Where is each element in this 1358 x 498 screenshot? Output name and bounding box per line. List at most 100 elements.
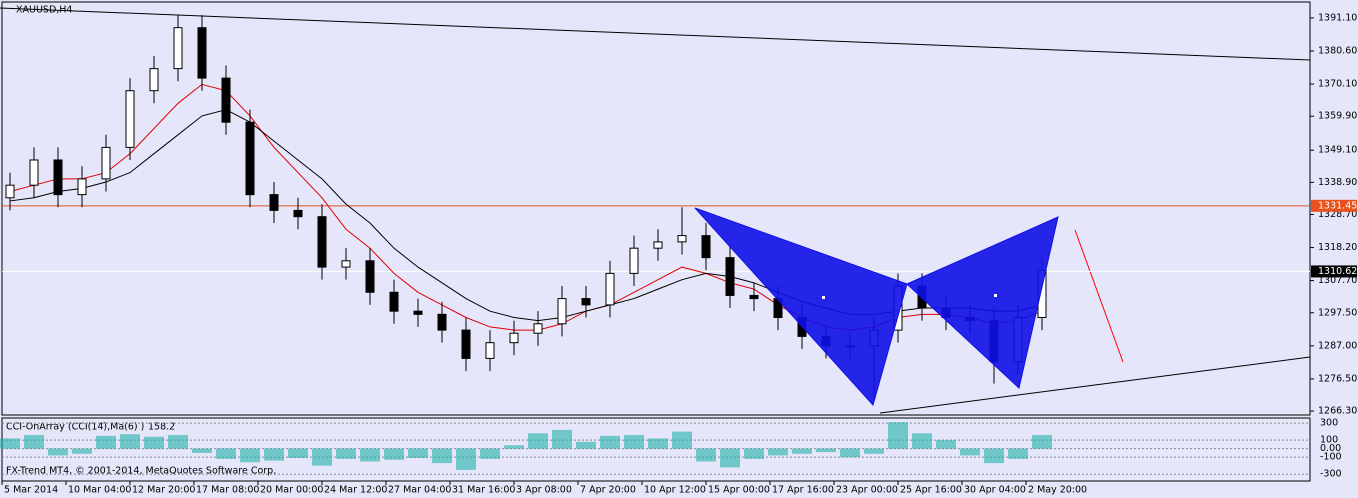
cci-bar bbox=[192, 448, 212, 453]
cci-bar bbox=[408, 448, 428, 459]
pattern-triangle bbox=[694, 207, 908, 407]
cci-bar bbox=[672, 431, 692, 449]
cci-bar bbox=[888, 422, 908, 449]
cci-bar bbox=[48, 448, 68, 456]
y-tick-label: 1349.10 bbox=[1318, 145, 1357, 156]
y-tick-label: 1276.50 bbox=[1318, 373, 1357, 384]
y-tick-label: -100 bbox=[1320, 452, 1342, 463]
candle-body bbox=[341, 260, 351, 268]
candle-body bbox=[461, 329, 471, 359]
price-tag-label: 1310.62 bbox=[1318, 266, 1357, 277]
cci-bar bbox=[936, 440, 956, 449]
cci-bar bbox=[840, 448, 860, 458]
x-tick-label: 23 Apr 00:00 bbox=[836, 485, 898, 496]
x-tick-label: 24 Mar 12:00 bbox=[324, 485, 387, 496]
y-tick-label: 1307.70 bbox=[1318, 275, 1357, 286]
x-tick-label: 25 Apr 16:00 bbox=[900, 485, 962, 496]
y-tick-label: 1328.70 bbox=[1318, 209, 1357, 220]
price-tag bbox=[1311, 199, 1357, 212]
trendline bbox=[0, 7, 1311, 61]
cci-bar bbox=[984, 448, 1004, 464]
cci-bar bbox=[312, 448, 332, 466]
pattern-triangle bbox=[906, 216, 1059, 389]
x-tick-label: 5 Mar 2014 bbox=[4, 485, 58, 496]
cci-bar bbox=[0, 438, 20, 449]
candle-body bbox=[101, 146, 111, 180]
candle-body bbox=[125, 90, 135, 148]
x-tick-label: 15 Apr 00:00 bbox=[708, 485, 770, 496]
cci-bar bbox=[144, 436, 164, 449]
candle-body bbox=[221, 77, 231, 123]
cci-bar bbox=[696, 448, 716, 462]
candle-body bbox=[653, 241, 663, 249]
candle-body bbox=[317, 216, 327, 268]
x-tick-label: 10 Apr 12:00 bbox=[644, 485, 706, 496]
candle-body bbox=[53, 159, 63, 196]
y-tick-label: 1318.20 bbox=[1318, 242, 1357, 253]
main-frame bbox=[1, 1, 1311, 416]
candle-body bbox=[629, 247, 639, 274]
indicator-value: 158.2 bbox=[148, 422, 175, 433]
cci-bar bbox=[216, 448, 236, 459]
candle-body bbox=[413, 310, 423, 315]
x-tick-label: 12 Mar 20:00 bbox=[132, 485, 195, 496]
x-tick-label: 31 Mar 16:00 bbox=[452, 485, 515, 496]
cci-bar bbox=[432, 448, 452, 464]
cci-bar bbox=[168, 435, 188, 449]
y-tick-label: 1287.00 bbox=[1318, 340, 1357, 351]
indicator-title: CCI-OnArray (CCI(14),Ma(6) ) bbox=[6, 422, 144, 433]
candle-body bbox=[701, 235, 711, 259]
sub-frame bbox=[1, 417, 1311, 482]
candle-body bbox=[269, 194, 279, 211]
candle-body bbox=[197, 27, 207, 79]
price-tag-label: 1331.45 bbox=[1318, 200, 1357, 211]
candle-body bbox=[5, 184, 15, 199]
cci-bar bbox=[120, 434, 140, 449]
cci-bar bbox=[1032, 435, 1052, 449]
y-tick-label: 1338.90 bbox=[1318, 177, 1357, 188]
x-tick-label: 27 Mar 04:00 bbox=[388, 485, 451, 496]
x-tick-label: 17 Apr 16:00 bbox=[772, 485, 834, 496]
cci-bar bbox=[1008, 448, 1028, 459]
candle-body bbox=[533, 323, 543, 334]
cci-bar bbox=[600, 435, 620, 449]
cci-bar bbox=[360, 448, 380, 462]
candle-body bbox=[557, 298, 567, 325]
chart-title: XAUUSD,H4 bbox=[16, 5, 72, 16]
cci-bar bbox=[288, 448, 308, 459]
cci-bar bbox=[480, 448, 500, 459]
cci-bar bbox=[648, 438, 668, 449]
cci-bar bbox=[528, 433, 548, 449]
projection-line bbox=[1074, 229, 1124, 363]
cci-bar bbox=[384, 448, 404, 460]
x-tick-label: 10 Mar 04:00 bbox=[68, 485, 131, 496]
candle-body bbox=[293, 209, 303, 218]
y-tick-label: -300 bbox=[1320, 469, 1342, 480]
cci-bar bbox=[720, 448, 740, 468]
candle-body bbox=[29, 159, 39, 186]
candle-body bbox=[389, 291, 399, 312]
cci-bar bbox=[864, 448, 884, 454]
cci-bar bbox=[24, 435, 44, 449]
x-tick-label: 7 Apr 20:00 bbox=[580, 485, 636, 496]
pattern-point bbox=[994, 294, 997, 297]
y-tick-label: 1297.50 bbox=[1318, 307, 1357, 318]
y-tick-label: 1370.10 bbox=[1318, 79, 1357, 90]
candle-body bbox=[509, 332, 519, 344]
x-tick-label: 3 Apr 08:00 bbox=[516, 485, 572, 496]
cci-bar bbox=[336, 448, 356, 459]
x-tick-label: 20 Mar 00:00 bbox=[260, 485, 323, 496]
cci-bar bbox=[504, 445, 524, 449]
harmonic-pattern bbox=[694, 207, 1059, 407]
cci-bar bbox=[240, 448, 260, 463]
candle-body bbox=[605, 272, 615, 306]
cci-bar bbox=[264, 448, 284, 461]
pattern-point bbox=[822, 296, 825, 299]
x-tick-label: 2 May 20:00 bbox=[1028, 485, 1087, 496]
candle-body bbox=[77, 178, 87, 196]
candle-body bbox=[725, 257, 735, 296]
candle-body bbox=[485, 342, 495, 359]
trendline bbox=[879, 356, 1311, 414]
cci-bar bbox=[768, 448, 788, 456]
